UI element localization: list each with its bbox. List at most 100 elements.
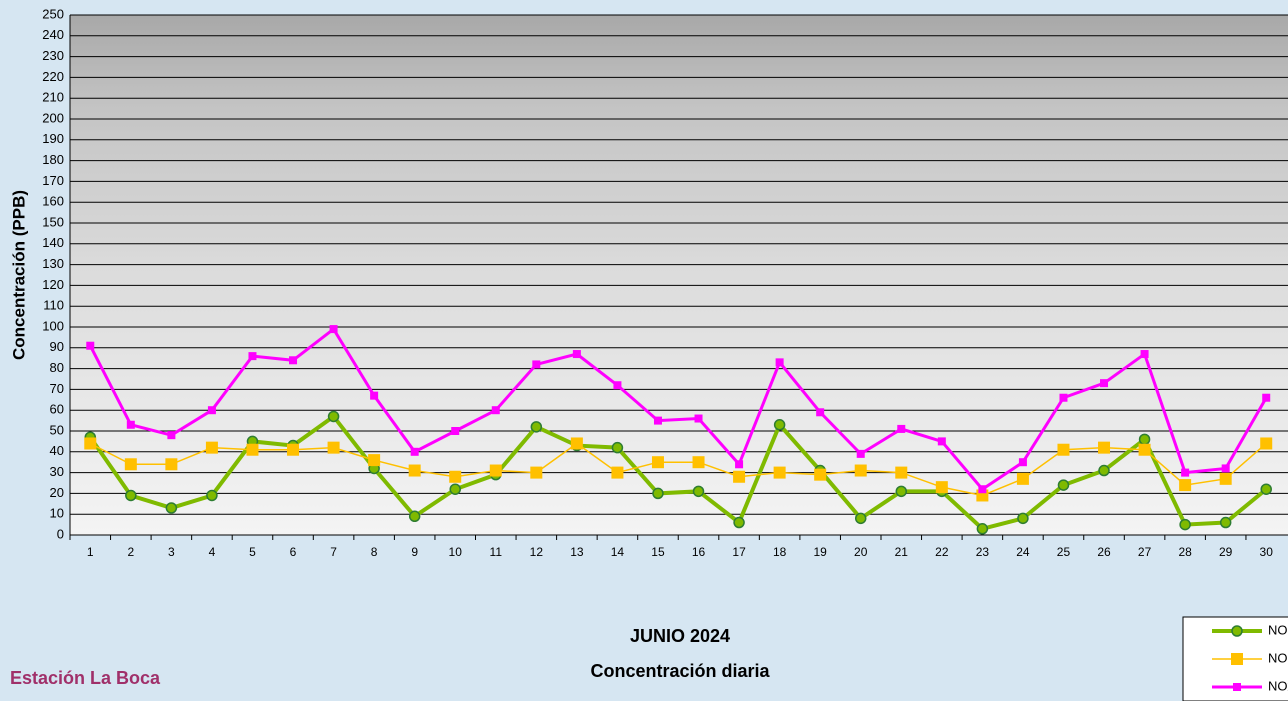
point — [774, 467, 786, 479]
point — [816, 408, 824, 416]
point — [1059, 394, 1067, 402]
point — [125, 458, 137, 470]
y-tick-label: 250 — [42, 6, 64, 21]
point — [165, 458, 177, 470]
station-label: Estación La Boca — [10, 668, 161, 688]
x-tick-label: 18 — [773, 545, 787, 559]
point — [1019, 458, 1027, 466]
point — [571, 437, 583, 449]
x-tick-label: 21 — [895, 545, 909, 559]
y-tick-label: 190 — [42, 131, 64, 146]
y-tick-label: 10 — [50, 506, 64, 521]
point — [330, 325, 338, 333]
point — [693, 456, 705, 468]
point — [938, 437, 946, 445]
point — [1220, 473, 1232, 485]
x-tick-label: 29 — [1219, 545, 1233, 559]
page: {"chart_data": {"type": "line", "title":… — [0, 0, 1288, 701]
x-tick-label: 5 — [249, 545, 256, 559]
point — [1017, 473, 1029, 485]
point — [246, 444, 258, 456]
y-tick-label: 80 — [50, 360, 64, 375]
plot-area — [70, 15, 1288, 535]
point — [855, 465, 867, 477]
y-tick-label: 130 — [42, 256, 64, 271]
point — [775, 420, 785, 430]
x-tick-label: 3 — [168, 545, 175, 559]
point — [1260, 437, 1272, 449]
point — [735, 460, 743, 468]
legend-marker — [1233, 683, 1241, 691]
y-tick-label: 140 — [42, 235, 64, 250]
point — [896, 486, 906, 496]
point — [1100, 379, 1108, 387]
point — [451, 427, 459, 435]
y-tick-label: 20 — [50, 485, 64, 500]
y-tick-label: 70 — [50, 381, 64, 396]
x-tick-label: 2 — [127, 545, 134, 559]
x-tick-label: 11 — [490, 545, 503, 559]
y-tick-label: 200 — [42, 110, 64, 125]
point — [1221, 518, 1231, 528]
point — [490, 465, 502, 477]
x-tick-label: 26 — [1097, 545, 1111, 559]
y-tick-label: 230 — [42, 48, 64, 63]
point — [1018, 513, 1028, 523]
point — [1262, 394, 1270, 402]
x-tick-label: 28 — [1178, 545, 1192, 559]
point — [857, 450, 865, 458]
point — [612, 443, 622, 453]
point — [409, 465, 421, 477]
y-tick-label: 180 — [42, 152, 64, 167]
point — [652, 456, 664, 468]
point — [207, 490, 217, 500]
point — [613, 381, 621, 389]
point — [206, 442, 218, 454]
point — [733, 471, 745, 483]
point — [573, 350, 581, 358]
chart-subtitle: Concentración diaria — [590, 661, 770, 681]
chart-title: JUNIO 2024 — [630, 626, 730, 646]
point — [1099, 466, 1109, 476]
point — [248, 352, 256, 360]
point — [368, 454, 380, 466]
y-tick-label: 240 — [42, 27, 64, 42]
x-tick-label: 17 — [732, 545, 746, 559]
x-tick-label: 25 — [1057, 545, 1071, 559]
point — [532, 360, 540, 368]
point — [166, 503, 176, 513]
point — [450, 484, 460, 494]
point — [856, 513, 866, 523]
point — [531, 422, 541, 432]
point — [289, 356, 297, 364]
y-tick-label: 150 — [42, 214, 64, 229]
point — [84, 437, 96, 449]
x-tick-label: 9 — [411, 545, 418, 559]
y-tick-label: 160 — [42, 194, 64, 209]
x-tick-label: 20 — [854, 545, 868, 559]
point — [86, 342, 94, 350]
y-tick-label: 170 — [42, 173, 64, 188]
point — [492, 406, 500, 414]
point — [653, 488, 663, 498]
point — [978, 485, 986, 493]
point — [654, 417, 662, 425]
point — [936, 481, 948, 493]
x-tick-label: 30 — [1260, 545, 1274, 559]
x-tick-label: 10 — [449, 545, 463, 559]
y-tick-label: 100 — [42, 318, 64, 333]
y-tick-label: 50 — [50, 422, 64, 437]
point — [1139, 444, 1151, 456]
legend-label: NO — [1268, 622, 1288, 637]
point — [411, 448, 419, 456]
point — [814, 469, 826, 481]
legend-label: NO2 — [1268, 650, 1288, 665]
point — [208, 406, 216, 414]
y-tick-label: 90 — [50, 339, 64, 354]
point — [1222, 464, 1230, 472]
x-tick-label: 14 — [611, 545, 625, 559]
point — [287, 444, 299, 456]
y-tick-label: 0 — [57, 526, 64, 541]
chart: Concentración (PPB) JUNIO 2024 Concentra… — [0, 0, 1288, 701]
point — [530, 467, 542, 479]
